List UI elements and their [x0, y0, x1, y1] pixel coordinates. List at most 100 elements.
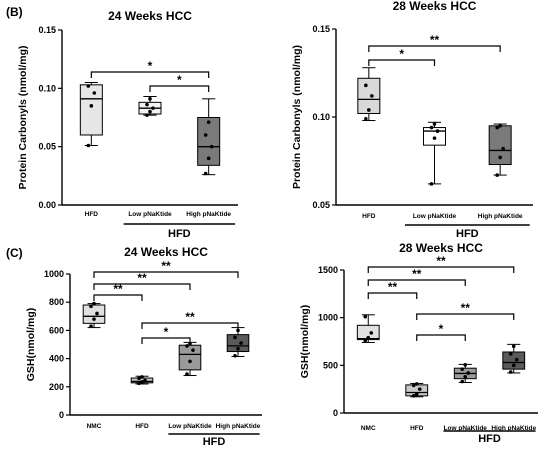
group-label: HFD — [456, 228, 479, 240]
significance-label: ** — [185, 310, 195, 324]
y-tick-label: 0.10 — [312, 112, 330, 122]
significance-bracket — [141, 337, 191, 344]
data-point — [414, 382, 419, 386]
chart-protein-carbonyls-28w: 28 Weeks HCC 0.05 0.10 0.15 Protein Carbonyl… — [291, 0, 533, 240]
box-iqr — [357, 77, 381, 114]
data-point — [363, 314, 368, 319]
significance-bracket — [367, 292, 418, 299]
significance-bracket — [93, 294, 143, 301]
x-category-label: NMC — [361, 425, 376, 432]
significance-label: * — [177, 73, 182, 87]
y-tick-label: 1000 — [44, 269, 64, 279]
y-tick-label: 0.05 — [38, 142, 56, 152]
data-point — [140, 380, 144, 384]
box-iqr — [197, 117, 221, 166]
y-tick-label: 0.00 — [38, 200, 56, 210]
chart-gsh-24w: 24 Weeks HCC 0 200 400 600 800 1000 GSH(nmol/mg… — [25, 245, 262, 448]
y-axis-label: Protein Carbonyls (nmol/mg) — [291, 45, 303, 189]
y-tick-label: 1500 — [318, 265, 338, 275]
box-iqr — [502, 351, 526, 370]
chart-title: 24 Weeks HCC — [124, 245, 208, 259]
data-point — [435, 129, 440, 133]
y-tick-label: 0.05 — [312, 200, 330, 210]
data-point — [185, 344, 189, 348]
group-label: HFD — [168, 228, 191, 240]
y-axis-label: Protein Carbonyls (nmol/mg) — [17, 45, 29, 189]
group-label: HFD — [203, 436, 226, 448]
significance-bracket — [149, 85, 210, 92]
data-point — [239, 341, 243, 345]
data-point — [89, 304, 93, 309]
data-point — [369, 331, 374, 335]
data-point — [89, 324, 93, 328]
data-point — [411, 383, 416, 388]
data-point — [498, 155, 502, 160]
data-point — [92, 301, 96, 306]
significance-label: ** — [113, 282, 123, 296]
data-point — [495, 173, 499, 177]
x-category-label: HFD — [362, 213, 376, 220]
data-point — [203, 133, 208, 137]
box-iqr — [226, 334, 250, 353]
significance-bracket — [416, 313, 515, 320]
data-point — [364, 83, 368, 88]
panel-label-c: (C) — [6, 246, 23, 260]
data-point — [417, 387, 422, 391]
data-point — [188, 359, 192, 364]
significance-label: ** — [161, 259, 171, 273]
chart-title: 24 Weeks HCC — [108, 9, 192, 23]
significance-label: ** — [412, 267, 422, 281]
chart-title: 28 Weeks HCC — [399, 241, 483, 255]
significance-label: ** — [461, 301, 471, 315]
data-point — [92, 91, 97, 95]
x-category-label: Low pNaKtide — [168, 423, 212, 430]
x-category-label: NMC — [87, 423, 102, 430]
significance-label: * — [439, 322, 444, 336]
data-point — [495, 125, 499, 130]
y-tick-label: 0.10 — [38, 83, 56, 93]
significance-bracket — [368, 45, 501, 52]
significance-label: ** — [436, 254, 446, 268]
significance-label: * — [164, 325, 169, 339]
significance-label: * — [148, 59, 153, 73]
data-point — [92, 317, 96, 321]
significance-bracket — [141, 322, 239, 329]
chart-gsh-28w: 28 Weeks HCC 0 500 1000 1500 GSH(nmol/mg) NMC H… — [299, 241, 538, 445]
significance-label: ** — [137, 271, 147, 285]
data-point — [137, 381, 141, 386]
data-point — [429, 182, 434, 186]
data-point — [148, 97, 152, 101]
data-point — [206, 156, 211, 161]
data-point — [429, 125, 434, 130]
data-point — [511, 363, 516, 368]
data-point — [145, 113, 149, 117]
significance-bracket — [90, 71, 210, 78]
x-category-label: Low pNaKtide — [128, 211, 172, 218]
data-point — [508, 370, 513, 374]
data-point — [414, 392, 419, 396]
data-point — [460, 379, 465, 384]
data-point — [89, 104, 94, 108]
y-tick-label: 400 — [49, 354, 64, 364]
x-category-label: HFD — [410, 425, 424, 432]
data-point — [191, 348, 195, 352]
data-point — [460, 367, 465, 371]
y-tick-label: 1000 — [318, 313, 338, 323]
x-category-label: High pNaKtide — [478, 213, 523, 220]
significance-bracket — [367, 279, 466, 286]
data-point — [236, 346, 240, 351]
data-point — [203, 171, 208, 176]
data-point — [363, 338, 368, 343]
x-category-label: Low pNaKtide — [413, 213, 457, 220]
box-iqr — [356, 324, 380, 341]
data-point — [463, 363, 468, 367]
data-point — [501, 146, 505, 151]
data-point — [364, 116, 368, 121]
data-point — [143, 378, 147, 383]
box-iqr — [79, 84, 103, 136]
significance-label: ** — [430, 33, 440, 47]
data-point — [432, 122, 437, 126]
data-point — [233, 335, 237, 340]
x-category-label: High pNaKtide — [216, 423, 261, 430]
